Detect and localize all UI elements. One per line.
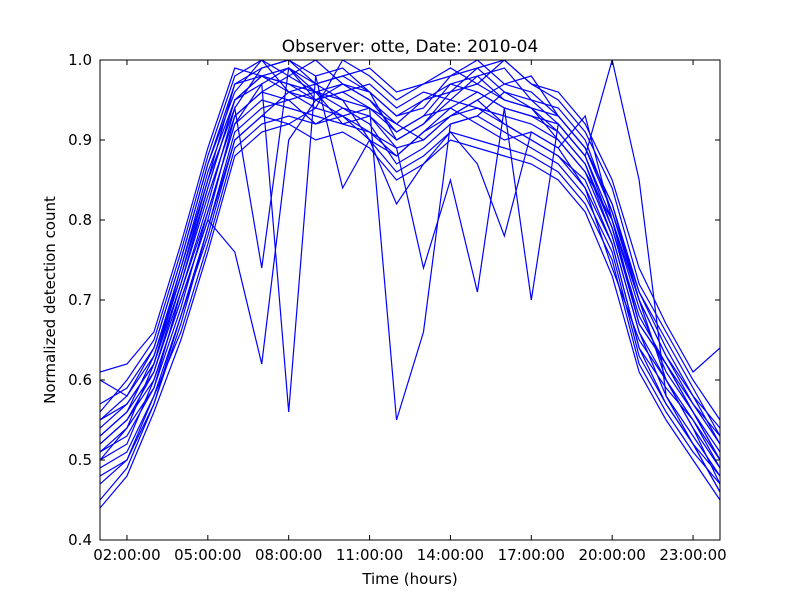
plot-lines	[100, 60, 720, 509]
x-tick-label-8: 23:00:00	[659, 546, 726, 564]
x-tick-label-7: 20:00:00	[578, 546, 645, 564]
series-line-19	[100, 107, 720, 493]
x-axis-label: Time (hours)	[361, 570, 457, 588]
x-tick-label-1: 02:00:00	[93, 546, 160, 564]
x-tick-label-3: 08:00:00	[255, 546, 322, 564]
y-axis-label: Normalized detection count	[41, 196, 59, 404]
series-line-10	[100, 115, 720, 485]
series-line-13	[100, 123, 720, 509]
y-tick-label-2: 0.5	[68, 451, 92, 469]
y-tick-label-3: 0.6	[68, 371, 92, 389]
series-line-12	[100, 67, 720, 437]
y-tick-label-7: 1.0	[68, 51, 92, 69]
series-line-18	[100, 60, 720, 405]
y-tick-label-5: 0.8	[68, 211, 92, 229]
series-line-16	[100, 60, 720, 477]
x-tick-label-4: 11:00:00	[336, 546, 403, 564]
series-line-15	[100, 91, 720, 469]
y-tick-label-4: 0.7	[68, 291, 92, 309]
x-tick-label-6: 17:00:00	[498, 546, 565, 564]
y-tick-label-1: 0.4	[68, 531, 92, 549]
axes: 02:00:00 05:00:00 08:00:00 11:00:00 14:00:00…	[68, 51, 727, 564]
series-line-14	[100, 60, 720, 445]
series-line-9	[100, 60, 720, 421]
x-tick-label-5: 14:00:00	[417, 546, 484, 564]
series-line-20	[100, 75, 720, 437]
y-tick-label-6: 0.9	[68, 131, 92, 149]
x-tick-label-2: 05:00:00	[174, 546, 241, 564]
series-line-17	[100, 75, 720, 461]
chart-title: Observer: otte, Date: 2010-04	[282, 37, 539, 57]
